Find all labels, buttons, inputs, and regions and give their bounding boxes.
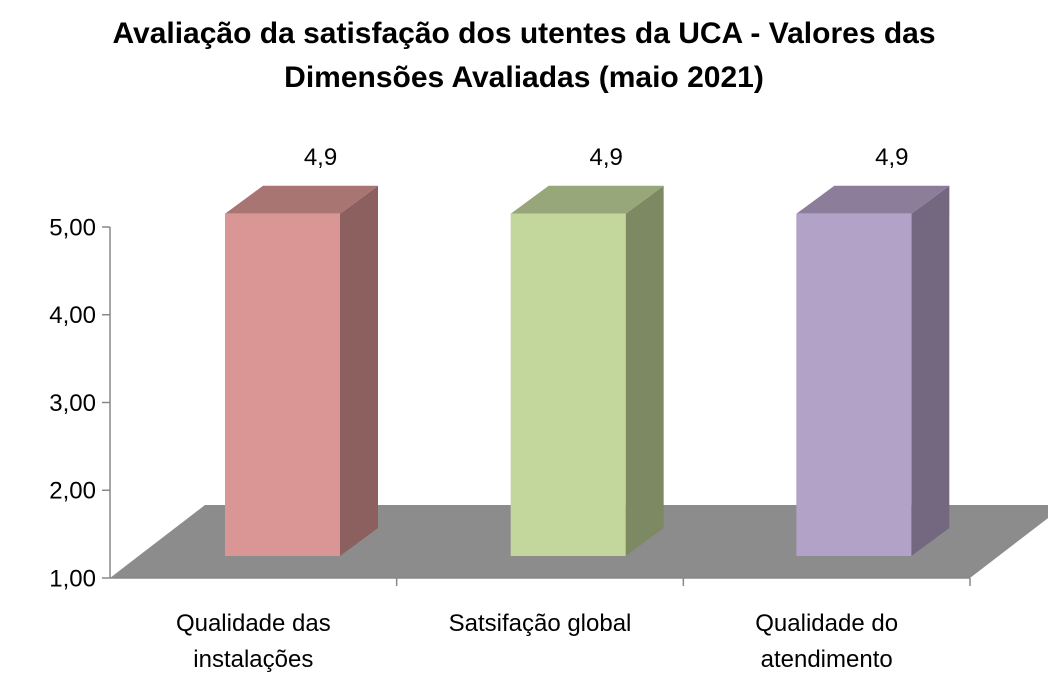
bar-top bbox=[225, 185, 378, 214]
y-tick-label: 2,00 bbox=[49, 478, 96, 505]
x-tick-label: Qualidade do atendimento bbox=[755, 610, 899, 673]
bar bbox=[510, 185, 664, 556]
value-label: 4,9 bbox=[875, 144, 908, 171]
y-tick-label: 3,00 bbox=[49, 390, 96, 417]
x-tick-label: Qualidade das instalações bbox=[175, 610, 331, 673]
bar-front bbox=[225, 213, 340, 556]
value-label: 4,9 bbox=[304, 144, 337, 171]
bar-top bbox=[510, 185, 664, 214]
bar-top bbox=[796, 185, 950, 214]
bar bbox=[796, 185, 950, 556]
bar-side bbox=[911, 185, 950, 556]
bar-front bbox=[796, 213, 912, 556]
chart-title: Avaliação da satisfação dos utentes da U… bbox=[112, 17, 936, 94]
bar-side bbox=[340, 185, 378, 556]
value-label: 4,9 bbox=[589, 144, 622, 171]
bar-front bbox=[510, 213, 626, 556]
y-tick-label: 5,00 bbox=[49, 214, 96, 241]
bar-side bbox=[625, 185, 664, 556]
y-tick-label: 4,00 bbox=[49, 302, 96, 329]
x-tick-label: Satsifação global bbox=[448, 610, 632, 637]
bar bbox=[225, 185, 378, 556]
y-tick-label: 1,00 bbox=[49, 565, 96, 592]
